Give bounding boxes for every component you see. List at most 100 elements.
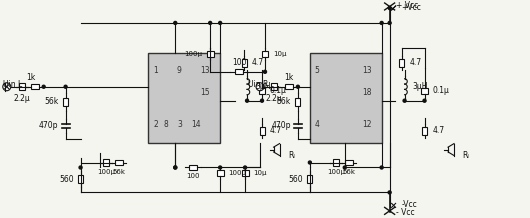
- Text: 3µH: 3µH: [255, 82, 270, 91]
- Circle shape: [64, 85, 67, 88]
- Bar: [78, 175, 83, 184]
- Text: 100µ: 100µ: [327, 169, 345, 175]
- Text: 0.1µ: 0.1µ: [432, 86, 449, 95]
- Bar: [399, 59, 404, 67]
- Circle shape: [308, 161, 311, 164]
- Circle shape: [403, 99, 406, 102]
- Bar: [235, 69, 243, 74]
- Circle shape: [263, 70, 267, 73]
- Text: 10µ: 10µ: [253, 170, 267, 177]
- Circle shape: [423, 99, 426, 102]
- Text: 14: 14: [191, 120, 201, 129]
- Circle shape: [388, 21, 391, 24]
- Circle shape: [261, 99, 263, 102]
- Text: Rₗ: Rₗ: [288, 151, 295, 160]
- Circle shape: [380, 21, 383, 24]
- Bar: [344, 160, 353, 165]
- Circle shape: [245, 99, 249, 102]
- Text: 12: 12: [362, 120, 372, 129]
- Circle shape: [296, 85, 299, 88]
- Circle shape: [380, 166, 383, 169]
- Circle shape: [343, 166, 346, 169]
- Bar: [333, 159, 339, 166]
- Bar: [271, 83, 277, 90]
- Text: 4.7: 4.7: [252, 58, 264, 67]
- Text: 4: 4: [315, 120, 320, 129]
- Bar: [63, 98, 68, 106]
- Bar: [310, 53, 382, 143]
- Text: 15: 15: [200, 88, 210, 97]
- Bar: [260, 127, 264, 135]
- Text: 560: 560: [288, 175, 303, 184]
- Text: 100µ: 100µ: [98, 169, 116, 175]
- Text: Uin R: Uin R: [248, 80, 268, 89]
- Text: +Vcc: +Vcc: [402, 3, 421, 12]
- Text: 470p: 470p: [271, 121, 291, 130]
- Text: 13: 13: [362, 66, 372, 75]
- Text: 10µ: 10µ: [273, 51, 287, 57]
- Text: - Vcc: - Vcc: [395, 208, 414, 217]
- Text: Uin L: Uin L: [3, 80, 22, 89]
- Bar: [116, 160, 123, 165]
- Text: 56k: 56k: [45, 97, 59, 106]
- Text: 1k: 1k: [284, 73, 294, 82]
- Circle shape: [174, 21, 177, 24]
- Bar: [217, 170, 224, 177]
- Text: 560: 560: [59, 175, 74, 184]
- Text: 2: 2: [153, 120, 158, 129]
- Text: 4.7: 4.7: [270, 126, 282, 135]
- Text: 470p: 470p: [39, 121, 59, 130]
- Bar: [31, 84, 39, 89]
- Text: 8: 8: [164, 120, 169, 129]
- Circle shape: [388, 191, 391, 194]
- Bar: [295, 98, 301, 106]
- Bar: [242, 170, 249, 177]
- Text: 4.7: 4.7: [410, 58, 422, 67]
- Text: 56k: 56k: [113, 169, 126, 175]
- Circle shape: [256, 83, 264, 91]
- Circle shape: [244, 166, 246, 169]
- Bar: [103, 159, 110, 166]
- Text: 5: 5: [315, 66, 320, 75]
- Text: 100: 100: [232, 58, 246, 67]
- Text: 100µ: 100µ: [184, 51, 202, 57]
- Circle shape: [219, 21, 222, 24]
- Text: 9: 9: [177, 66, 182, 75]
- Bar: [189, 165, 197, 170]
- Circle shape: [3, 83, 11, 91]
- Bar: [307, 175, 312, 184]
- Text: 0.1µ: 0.1µ: [270, 86, 287, 95]
- Text: 4.7: 4.7: [432, 126, 445, 135]
- Text: 13: 13: [200, 66, 210, 75]
- Text: -Vcc: -Vcc: [402, 200, 417, 209]
- Circle shape: [388, 7, 391, 9]
- Circle shape: [79, 166, 82, 169]
- Text: + Vcc: + Vcc: [395, 2, 418, 10]
- Text: 100µ: 100µ: [228, 170, 246, 177]
- Text: 100: 100: [187, 174, 200, 179]
- Bar: [285, 84, 293, 89]
- Bar: [242, 59, 246, 67]
- Bar: [259, 88, 266, 94]
- Circle shape: [174, 166, 177, 169]
- Bar: [261, 51, 269, 57]
- Circle shape: [209, 21, 211, 24]
- Text: 2.2µ: 2.2µ: [266, 94, 282, 103]
- Bar: [19, 83, 25, 90]
- Text: 18: 18: [362, 88, 372, 97]
- Circle shape: [219, 166, 222, 169]
- Circle shape: [174, 166, 177, 169]
- Circle shape: [42, 85, 45, 88]
- Bar: [422, 127, 427, 135]
- Text: 1: 1: [153, 66, 158, 75]
- Text: 56k: 56k: [277, 97, 291, 106]
- Bar: [148, 53, 220, 143]
- Text: 3: 3: [178, 120, 183, 129]
- Text: 2.2µ: 2.2µ: [13, 94, 30, 103]
- Text: 1k: 1k: [26, 73, 36, 82]
- Bar: [421, 88, 428, 94]
- Bar: [207, 51, 214, 57]
- Text: Rₗ: Rₗ: [462, 151, 469, 160]
- Text: 56k: 56k: [342, 169, 355, 175]
- Text: 3µH: 3µH: [412, 82, 428, 91]
